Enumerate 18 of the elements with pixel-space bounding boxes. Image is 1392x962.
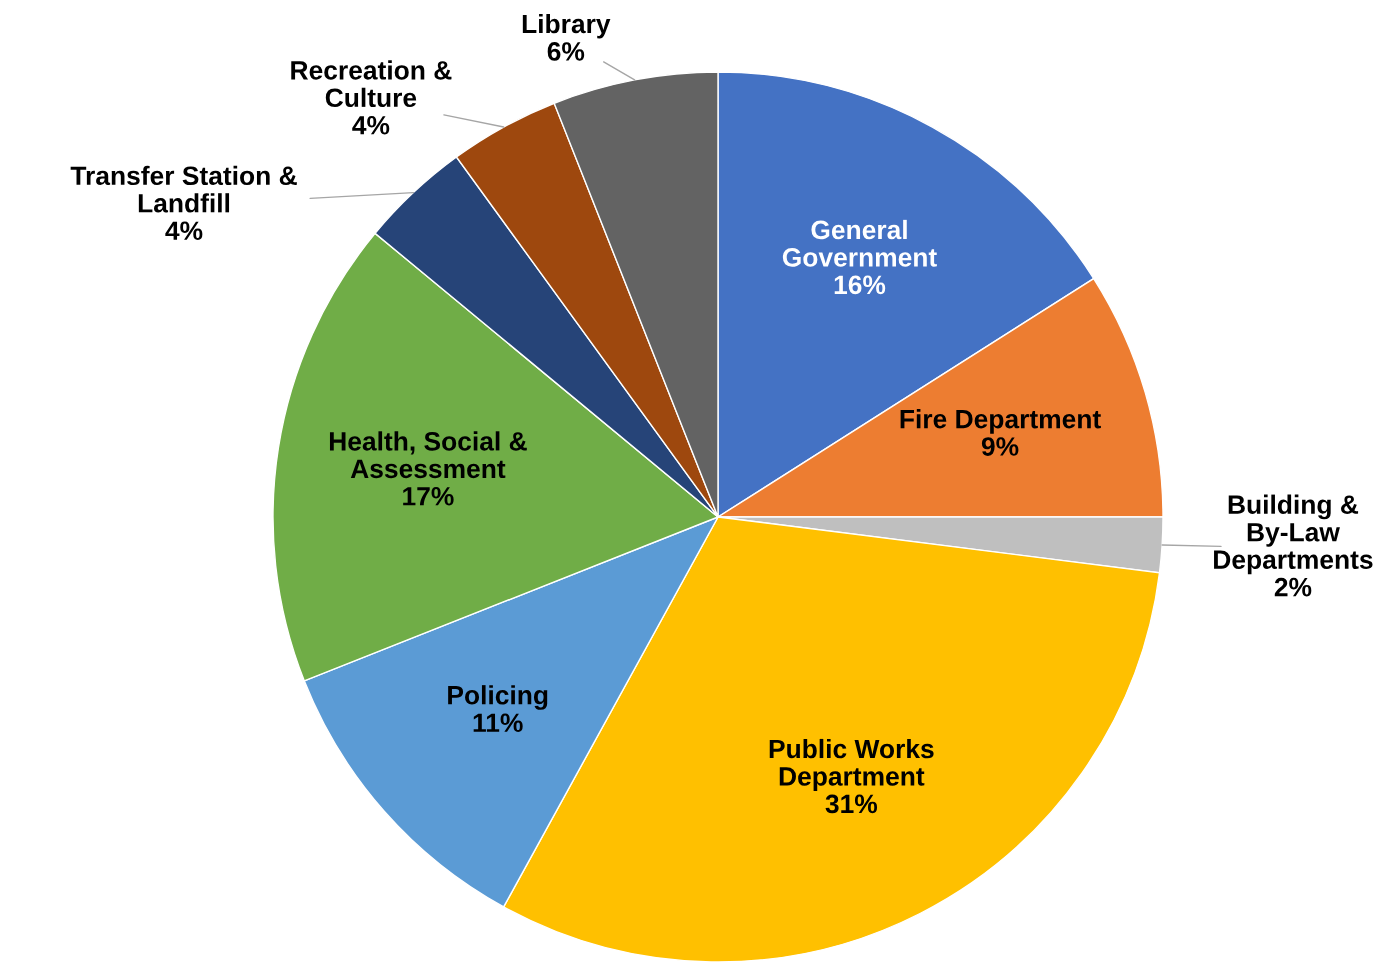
slice-label: Policing bbox=[448, 685, 548, 710]
data-label: 11% bbox=[473, 713, 523, 733]
data-label: 31% bbox=[825, 794, 878, 814]
data-label: 17% bbox=[403, 486, 454, 506]
data-label: 9% bbox=[981, 437, 1019, 456]
slice-label: Recreation & Culture bbox=[291, 60, 452, 108]
slice-label: Library bbox=[522, 13, 611, 39]
data-label: 4% bbox=[165, 221, 203, 240]
slice-label: Transfer Station & Landfill bbox=[70, 165, 297, 213]
slice-label: Building & By-Law Departments bbox=[1214, 494, 1373, 575]
data-label: 16% bbox=[834, 275, 886, 295]
slice-label: General Government bbox=[782, 219, 937, 267]
data-label: 4% bbox=[352, 115, 390, 135]
slice-label: Fire Department bbox=[900, 409, 1101, 434]
slice-label: Public Works Department bbox=[769, 738, 934, 791]
slice-label: Health, Social & Assessment bbox=[329, 431, 527, 479]
data-label: 2% bbox=[1274, 577, 1312, 597]
data-label: 6% bbox=[547, 42, 585, 61]
